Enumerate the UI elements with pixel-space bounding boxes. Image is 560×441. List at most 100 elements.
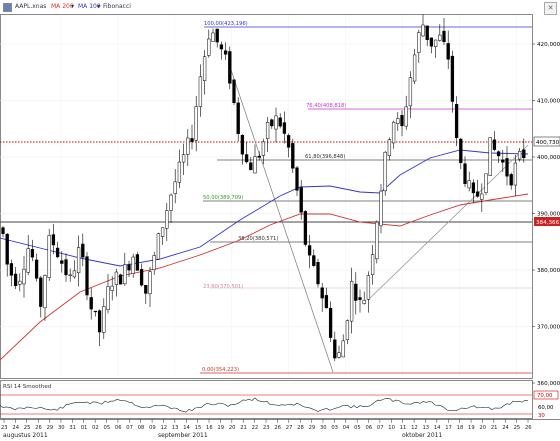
rsi-lower-label: 30	[538, 413, 545, 419]
time-tick-label: 22	[252, 425, 259, 431]
candle-down	[463, 163, 467, 184]
time-tick-label: 16	[206, 425, 213, 431]
candle-down	[135, 254, 140, 271]
current-price-box	[533, 136, 560, 147]
time-tick-label: 20	[229, 425, 236, 431]
candle-down	[492, 139, 497, 150]
candle-down	[312, 255, 316, 266]
month-label-august: augustus 2011	[3, 432, 48, 439]
time-tick-label: 18	[457, 425, 464, 431]
candle-up	[173, 181, 177, 194]
candle-down	[244, 154, 249, 163]
time-tick-label: 13	[422, 425, 429, 431]
chart-type-icon[interactable]	[3, 3, 12, 12]
time-tick-label: 03	[331, 425, 338, 431]
time-axis: 23 24 25 26 29 30 31 01 02 05 06 07 08 09 12 13 14 15 16 19…	[1, 419, 532, 431]
rsi-upper-box	[533, 390, 559, 400]
candle-up	[488, 137, 492, 176]
ma100-indicator-label[interactable]: MA 100	[78, 3, 101, 10]
fibonacci-tool-label[interactable]: Fibonacci	[103, 3, 131, 10]
time-tick-label: 28	[297, 425, 304, 431]
candle-up	[484, 173, 488, 193]
candle-up	[513, 162, 518, 186]
candle-down	[358, 297, 362, 300]
candle-down	[324, 295, 329, 309]
candle-down	[282, 122, 287, 134]
candle-down	[97, 310, 102, 333]
rsi-title: RSI 14 Smoothed	[3, 384, 52, 390]
time-tick-label: 30	[320, 425, 327, 431]
candle-up	[169, 194, 173, 211]
candle-up	[110, 285, 114, 291]
candle-down	[291, 143, 295, 169]
candlestick-series	[1, 14, 526, 362]
ma200-line	[0, 193, 529, 361]
candle-down	[475, 191, 480, 197]
candle-up	[261, 141, 266, 156]
candle-down	[60, 260, 64, 264]
candle-up	[480, 193, 484, 200]
close-chart-icon[interactable]: ✕	[544, 2, 557, 15]
level-price-box	[534, 217, 560, 226]
candle-up	[207, 38, 211, 56]
candle-down	[450, 55, 455, 102]
ma200-indicator-label[interactable]: MA 200	[51, 3, 74, 10]
rising-trendline[interactable]	[367, 144, 529, 301]
candle-up	[433, 39, 438, 47]
candle-up	[387, 139, 392, 156]
candle-down	[215, 28, 219, 43]
candle-down	[139, 269, 144, 286]
candle-down	[278, 117, 282, 127]
candle-down	[442, 30, 446, 43]
candle-up	[345, 320, 350, 341]
time-tick-label: 07	[126, 425, 133, 431]
candle-up	[165, 210, 169, 229]
candle-down	[219, 44, 224, 50]
candle-up	[421, 24, 425, 37]
candle-up	[362, 300, 366, 304]
candle-down	[299, 187, 303, 213]
time-tick-label: 21	[240, 425, 247, 431]
time-tick-label: 12	[160, 425, 167, 431]
ma200-dropdown-icon[interactable]: ▾	[71, 3, 75, 10]
candle-up	[404, 106, 408, 127]
rsi-pane-border	[0, 380, 533, 419]
time-tick-label: 26	[525, 425, 532, 431]
fibonacci-trendline[interactable]	[228, 63, 334, 373]
candle-down	[295, 167, 299, 191]
time-tick-label: 06	[115, 425, 122, 431]
candle-down	[429, 37, 434, 47]
fib-level-100-label: 100,00(423,196)	[204, 21, 248, 27]
time-tick-label: 09	[149, 425, 156, 431]
time-tick-label: 05	[104, 425, 111, 431]
symbol-label[interactable]: AAPL.xnas	[15, 3, 47, 10]
time-tick-label: 21	[491, 425, 498, 431]
time-tick-label: 20	[479, 425, 486, 431]
candle-up	[253, 156, 257, 174]
fib-level-50-label: 50,00(389,709)	[203, 195, 243, 201]
candle-up	[47, 235, 51, 278]
price-tick-label: 360,000	[537, 381, 560, 387]
time-tick-label: 14	[434, 425, 441, 431]
current-price-label: 400,730	[536, 140, 560, 146]
candle-down	[320, 287, 324, 299]
candle-up	[148, 271, 152, 295]
candle-down	[190, 138, 194, 142]
candle-down	[9, 263, 14, 276]
candle-up	[114, 271, 119, 286]
candle-up	[202, 56, 207, 81]
candle-up	[26, 248, 30, 273]
candle-down	[522, 149, 526, 159]
candle-up	[438, 34, 442, 41]
time-tick-label: 24	[12, 425, 19, 431]
fib-level-76-label: 76,40(408,818)	[306, 103, 346, 109]
price-tick-label: 380,000	[537, 268, 560, 274]
ma100-dropdown-icon[interactable]: ▾	[97, 3, 101, 10]
time-tick-label: 10	[388, 425, 395, 431]
time-tick-label: 25	[24, 425, 31, 431]
price-tick-label: 390,000	[537, 212, 560, 218]
rsi-value-label: 60,00	[538, 405, 554, 411]
candle-down	[509, 174, 513, 186]
